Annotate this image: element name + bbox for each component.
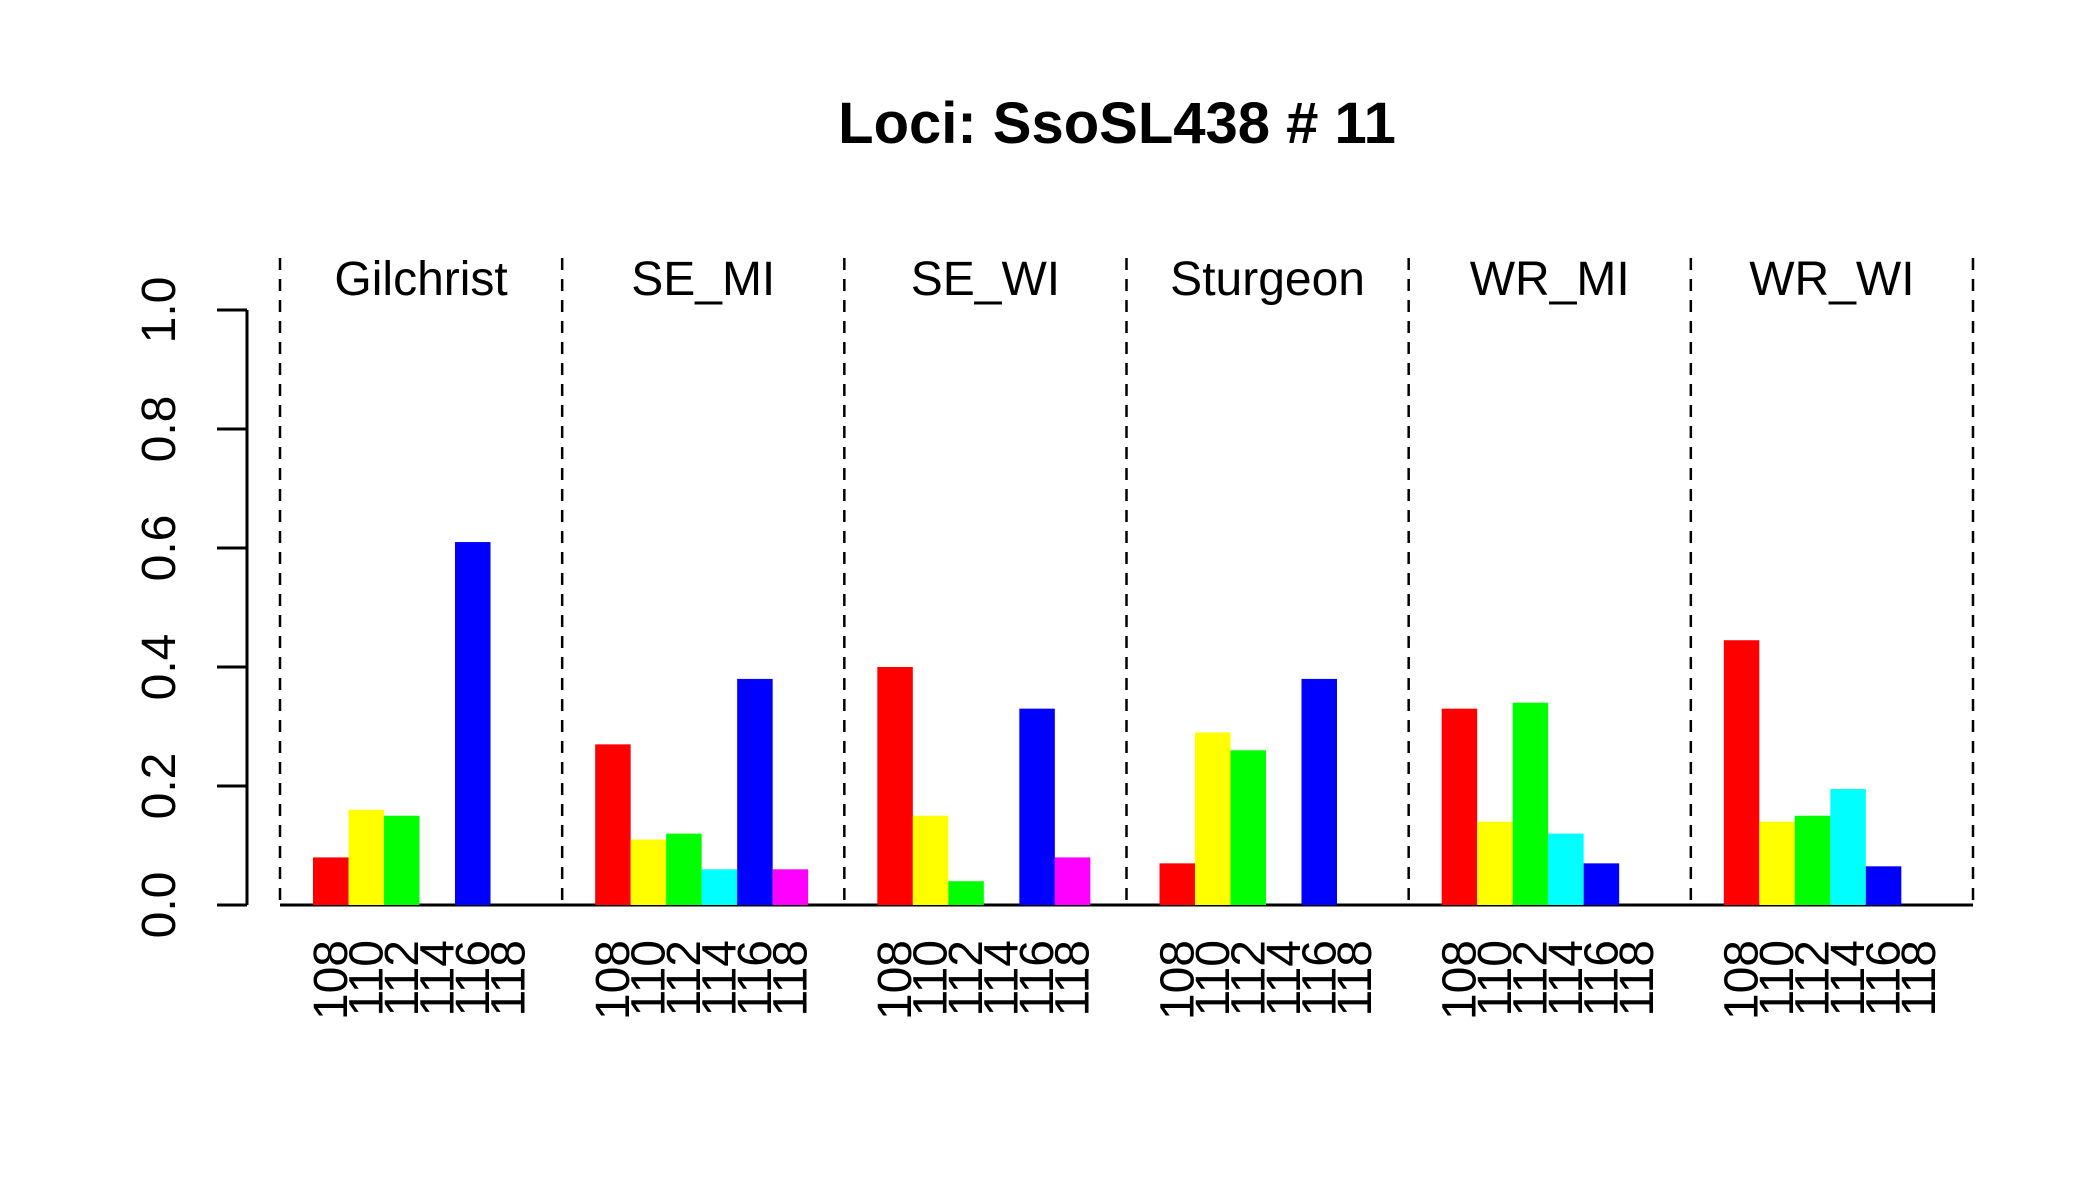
- x-tick-label: 118: [1893, 940, 1946, 1017]
- bar-SE_MI-112: [666, 833, 702, 905]
- bar-WR_WI-116: [1865, 866, 1902, 905]
- plot-area: 0.00.20.40.60.81.0 Gilchrist1081101121141…: [133, 253, 1975, 1020]
- x-tick-label: 108: [587, 940, 640, 1020]
- bar-WR_WI-110: [1759, 821, 1795, 905]
- x-tick-label: 112: [1222, 940, 1275, 1017]
- x-tick-label: 114: [693, 940, 746, 1017]
- x-tick-label: 116: [447, 940, 500, 1017]
- x-tick-label: 112: [940, 940, 993, 1017]
- x-tick-label: 108: [1716, 940, 1769, 1020]
- bar-WR_WI-112: [1794, 815, 1831, 905]
- x-tick-label: 114: [976, 940, 1029, 1017]
- bar-Sturgeon-110: [1195, 732, 1231, 905]
- group-label: SE_WI: [911, 253, 1060, 306]
- y-tick-label: 0.2: [133, 753, 186, 820]
- x-tick-label: 108: [305, 940, 358, 1020]
- bar-Gilchrist-108: [313, 857, 349, 905]
- y-tick-label: 1.0: [133, 277, 186, 344]
- x-tick-label: 118: [764, 940, 817, 1017]
- bar-SE_WI-110: [912, 815, 949, 905]
- x-tick-label: 112: [1787, 940, 1840, 1017]
- x-tick-label: 114: [1822, 940, 1875, 1017]
- x-tick-label: 114: [411, 940, 464, 1017]
- x-tick-label: 108: [1433, 940, 1486, 1020]
- bar-Sturgeon-116: [1301, 678, 1337, 905]
- x-tick-label: 118: [482, 940, 535, 1017]
- y-tick-label: 0.6: [133, 515, 186, 582]
- bar-WR_MI-108: [1441, 708, 1478, 905]
- bar-SE_MI-118: [772, 869, 809, 905]
- x-tick-label: 112: [658, 940, 711, 1017]
- bar-SE_MI-116: [737, 678, 773, 905]
- group-label: Sturgeon: [1170, 253, 1365, 306]
- group-label: Gilchrist: [334, 253, 507, 306]
- x-tick-label: 110: [1751, 940, 1804, 1017]
- group-label: WR_MI: [1470, 253, 1630, 306]
- x-tick-label: 116: [1293, 940, 1346, 1017]
- x-tick-label: 110: [905, 940, 958, 1017]
- group-label: WR_WI: [1749, 253, 1914, 306]
- x-tick-label: 108: [1151, 940, 1204, 1020]
- bar-SE_MI-114: [701, 869, 738, 905]
- x-tick-label: 118: [1047, 940, 1100, 1017]
- bar-Gilchrist-110: [348, 809, 384, 905]
- bar-WR_MI-116: [1583, 863, 1620, 905]
- x-tick-label: 112: [1504, 940, 1557, 1017]
- x-tick-label: 112: [376, 940, 429, 1017]
- x-tick-label: 116: [1858, 940, 1911, 1017]
- bar-Sturgeon-112: [1230, 750, 1266, 905]
- y-tick-label: 0.8: [133, 396, 186, 463]
- bar-WR_MI-112: [1512, 702, 1549, 905]
- y-tick-label: 0.0: [133, 872, 186, 939]
- x-tick-label: 110: [622, 940, 675, 1017]
- x-tick-label: 116: [729, 940, 782, 1017]
- bar-SE_WI-118: [1054, 857, 1091, 905]
- x-tick-label: 114: [1540, 940, 1593, 1017]
- x-tick-label: 116: [1575, 940, 1628, 1017]
- bar-SE_MI-110: [630, 839, 667, 905]
- bar-Sturgeon-108: [1159, 863, 1195, 905]
- bar-SE_WI-108: [877, 667, 913, 905]
- bar-WR_MI-110: [1477, 821, 1513, 905]
- x-tick-label: 114: [1258, 940, 1311, 1017]
- y-tick-label: 0.4: [133, 634, 186, 701]
- bar-SE_WI-112: [948, 881, 984, 905]
- x-tick-label: 118: [1329, 940, 1382, 1017]
- bar-WR_MI-114: [1548, 833, 1584, 905]
- bar-WR_WI-108: [1723, 640, 1760, 905]
- bar-Gilchrist-116: [455, 542, 491, 905]
- x-tick-label: 118: [1611, 940, 1664, 1017]
- x-tick-label: 110: [1187, 940, 1240, 1017]
- bar-WR_WI-114: [1830, 788, 1866, 905]
- x-tick-label: 116: [1011, 940, 1064, 1017]
- bar-SE_WI-116: [1019, 708, 1055, 905]
- chart-title: Loci: SsoSL438 # 11: [838, 91, 1396, 156]
- x-tick-label: 110: [340, 940, 393, 1017]
- bar-SE_MI-108: [595, 744, 631, 905]
- x-tick-label: 108: [869, 940, 922, 1020]
- group-label: SE_MI: [631, 253, 775, 306]
- x-tick-label: 110: [1469, 940, 1522, 1017]
- bar-Gilchrist-112: [384, 815, 420, 905]
